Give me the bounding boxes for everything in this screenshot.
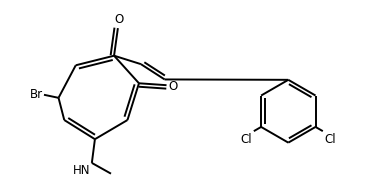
Text: O: O — [168, 80, 178, 93]
Text: Cl: Cl — [241, 133, 252, 146]
Text: HN: HN — [73, 164, 90, 177]
Text: Cl: Cl — [324, 133, 336, 146]
Text: O: O — [115, 13, 124, 26]
Text: Br: Br — [30, 87, 43, 101]
